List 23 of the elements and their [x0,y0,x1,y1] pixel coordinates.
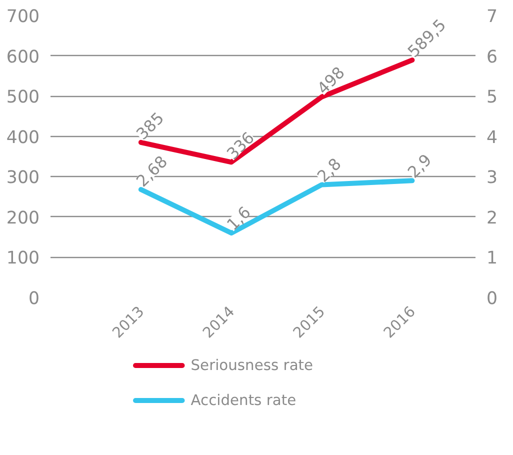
y-tick-label: 300 [6,168,40,188]
y2-tick-label: 2 [486,208,498,228]
y-tick-label: 100 [6,248,40,269]
y-tick-label: 700 [6,7,40,27]
y2-tick-label: 7 [486,7,498,27]
y-tick-label: 600 [6,47,40,68]
y2-tick-label: 3 [486,168,498,188]
y-tick-label: 500 [6,88,40,108]
y2-tick-label: 4 [486,128,498,148]
legend-label: Seriousness rate [190,357,314,374]
data-label: 498 [313,62,348,98]
data-label: 2,9 [404,150,436,182]
legend-label: Accidents rate [190,392,296,409]
y-tick-label: 0 [28,289,40,309]
data-label: 2,8 [313,154,345,186]
y2-tick-label: 5 [486,88,498,108]
data-label: 1,6 [222,202,254,234]
y2-tick-label: 0 [486,289,498,309]
y-tick-label: 200 [6,208,40,228]
y2-tick-label: 6 [486,47,498,68]
y2-tick-label: 1 [486,248,498,269]
data-label: 385 [132,108,168,144]
y-tick-label: 400 [6,128,40,148]
